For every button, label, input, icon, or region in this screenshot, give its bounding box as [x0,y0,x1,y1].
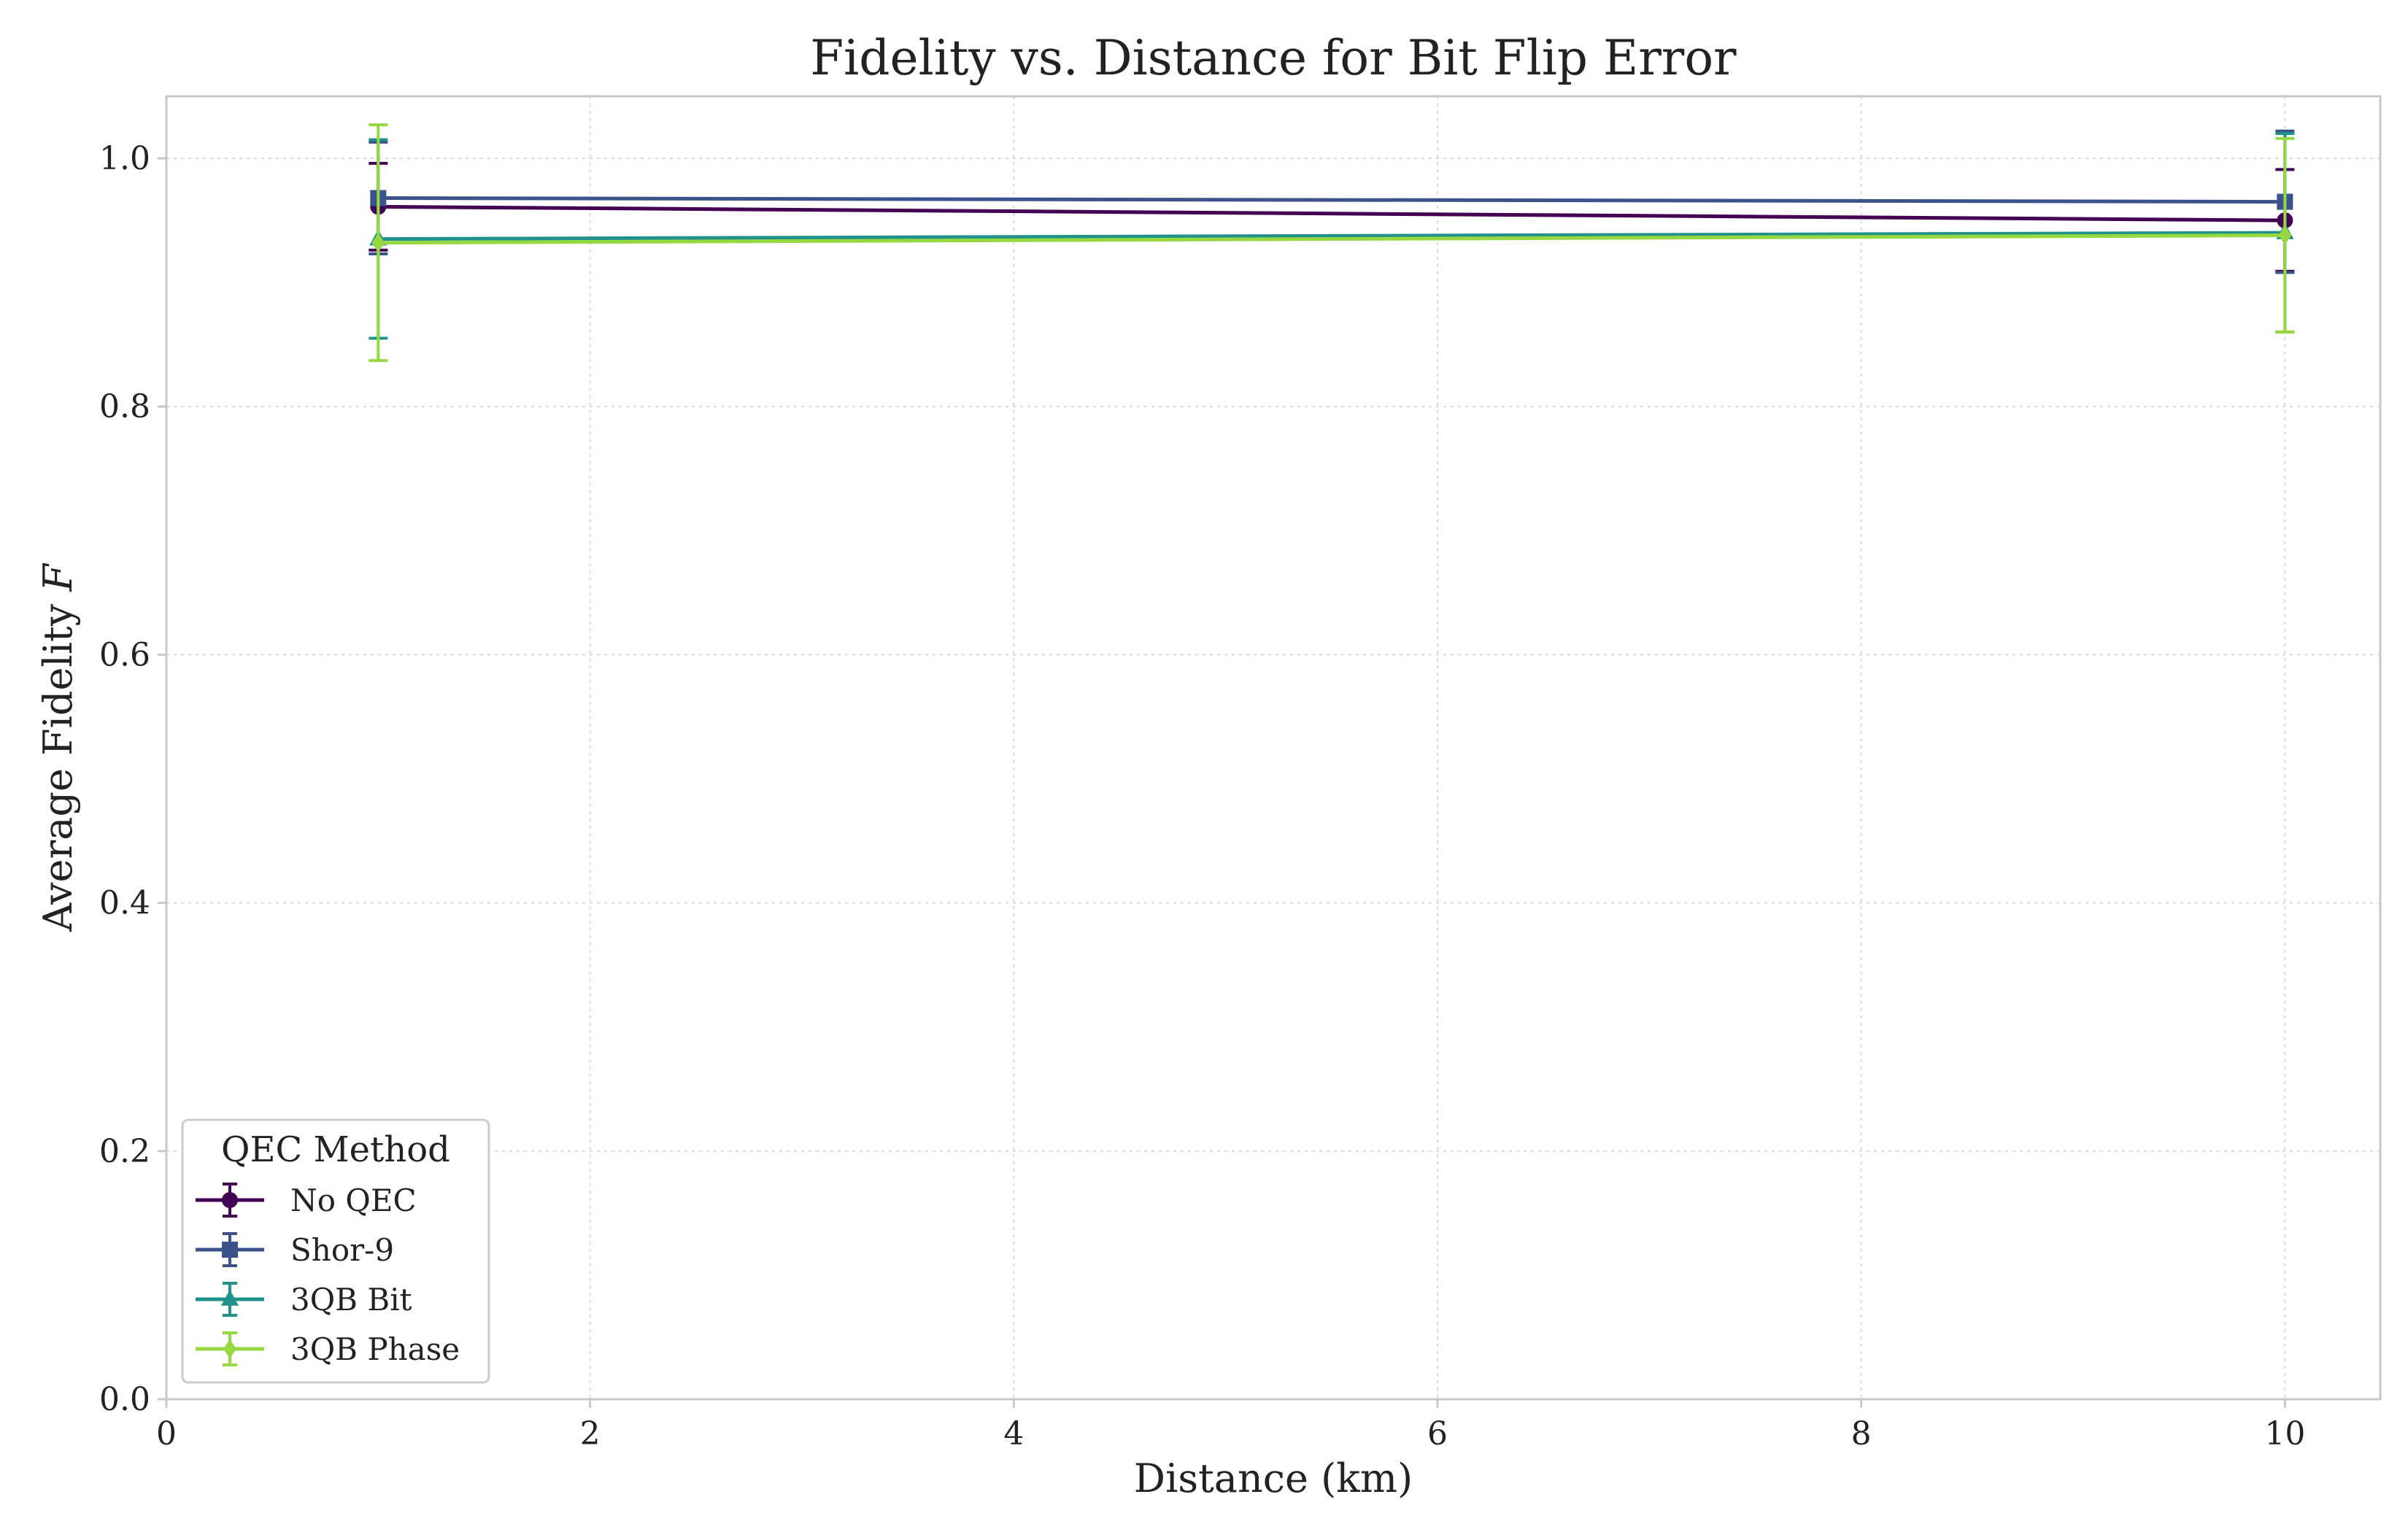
y-tick-label: 0.2 [99,1133,150,1170]
x-tick-label: 10 [2264,1415,2305,1452]
series-line [378,233,2285,245]
legend-entry: Shor-9 [196,1232,394,1268]
x-tick-label: 8 [1851,1415,1872,1452]
triangle-marker [220,1289,239,1306]
x-tick-label: 4 [1003,1415,1024,1452]
series-line [378,204,2285,223]
legend-title: QEC Method [221,1129,450,1170]
y-tick-label: 1.0 [99,140,150,177]
legend-entry: No QEC [196,1183,417,1218]
series-line [378,231,2285,241]
legend: QEC Method No QEC Shor-9 3QB Bit 3QB Phase [181,1118,490,1384]
y-tick-label: 0.4 [99,885,150,922]
legend-box [181,1118,490,1384]
y-tick-label: 0.0 [99,1381,150,1418]
x-tick-label: 0 [156,1415,177,1452]
grid-lines [166,96,2380,1399]
series-no-qec [368,161,2295,273]
series-layer [368,123,2295,363]
chart-title: Fidelity vs. Distance for Bit Flip Error [810,30,1737,86]
circle-marker [222,1192,238,1208]
series-shor-9 [368,129,2295,274]
diamond-marker [371,233,385,252]
legend-label: No QEC [290,1183,417,1218]
square-marker [222,1242,238,1258]
axis-ticks: 0 2 4 6 8 10 0.0 0.2 0.4 0.6 0.8 1.0 [99,140,2305,1452]
y-tick-label: 0.8 [99,388,150,425]
series-line [378,196,2285,204]
legend-label: Shor-9 [290,1232,394,1268]
y-tick-label: 0.6 [99,636,150,673]
diamond-marker [223,1339,236,1359]
diamond-marker [2278,225,2292,245]
y-axis-label: Average Fidelity F [35,562,81,932]
series-3qb-phase [368,123,2295,363]
legend-label: 3QB Phase [290,1331,460,1367]
legend-entry: 3QB Phase [196,1331,460,1367]
x-tick-label: 6 [1427,1415,1448,1452]
plot-frame [165,95,2382,1401]
legend-entry: 3QB Bit [196,1282,412,1318]
x-tick-label: 2 [580,1415,601,1452]
legend-label: 3QB Bit [290,1282,412,1318]
x-axis-label: Distance (km) [1134,1455,1413,1501]
